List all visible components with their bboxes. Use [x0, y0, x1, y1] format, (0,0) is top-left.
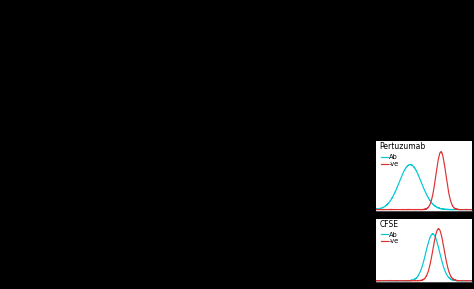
- Legend: Ab, -ve: Ab, -ve: [381, 155, 399, 167]
- Text: E: E: [351, 227, 358, 236]
- Text: CFSE: CFSE: [380, 220, 399, 229]
- Text: Pertuzumab: Pertuzumab: [380, 142, 426, 151]
- Text: D: D: [351, 149, 359, 159]
- Legend: Ab, -ve: Ab, -ve: [381, 231, 399, 244]
